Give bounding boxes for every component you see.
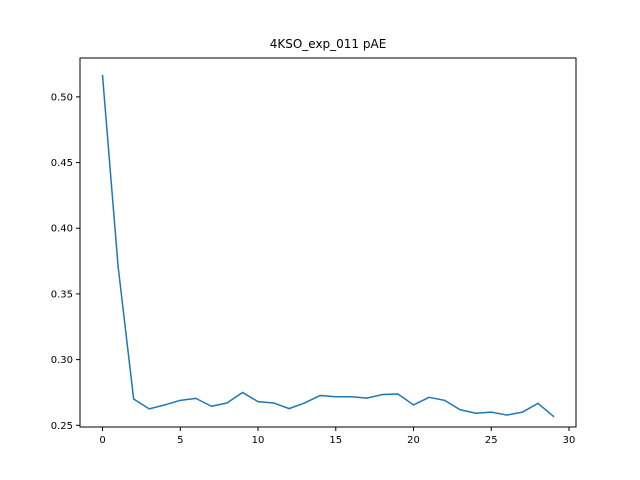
data-point: [319, 394, 321, 397]
y-tick-label: 0.40: [51, 224, 73, 235]
y-tick-label: 0.35: [51, 289, 73, 300]
x-tick-label: 20: [407, 435, 420, 446]
y-tick-label: 0.50: [51, 92, 73, 103]
x-tick-label: 10: [252, 435, 265, 446]
chart-title: 4KSO_exp_011 pAE: [270, 37, 387, 51]
data-point: [163, 404, 166, 406]
data-point: [521, 411, 524, 413]
data-point: [117, 265, 119, 268]
data-point: [366, 397, 368, 399]
data-point: [350, 396, 353, 398]
data-point: [474, 412, 477, 414]
y-tick-label: 0.25: [51, 421, 73, 432]
x-tick-label: 0: [99, 435, 105, 446]
x-axis: 0 5 10 15 20 25 30: [99, 427, 575, 446]
data-point: [537, 402, 539, 405]
data-point: [272, 402, 275, 404]
data-point: [428, 396, 430, 399]
data-point: [335, 396, 337, 398]
axes-frame: [79, 57, 577, 428]
data-point: [303, 402, 306, 404]
series-line: [101, 75, 555, 418]
x-tick-label: 15: [329, 435, 342, 446]
data-point: [257, 400, 259, 403]
x-tick-label: 5: [177, 435, 183, 446]
data-point: [148, 408, 150, 410]
data-point: [226, 402, 228, 404]
y-tick-label: 0.30: [51, 355, 73, 366]
x-tick-label: 30: [563, 435, 576, 446]
data-point: [506, 414, 508, 416]
data-point: [412, 404, 415, 406]
y-axis: 0.25 0.30 0.35 0.40 0.45 0.50: [51, 92, 80, 432]
data-point: [552, 415, 555, 418]
data-point: [179, 399, 182, 402]
data-point: [490, 411, 493, 413]
data-point: [241, 391, 244, 394]
data-point: [443, 399, 446, 402]
y-tick-label: 0.45: [51, 158, 73, 169]
plot-area: [101, 75, 555, 418]
data-point: [210, 405, 213, 407]
data-point: [459, 409, 461, 411]
data-point: [381, 393, 384, 396]
data-point: [288, 407, 290, 410]
data-point: [132, 398, 135, 400]
data-point: [397, 393, 399, 395]
data-point: [195, 397, 197, 400]
x-tick-label: 25: [485, 435, 498, 446]
data-point: [101, 75, 104, 77]
